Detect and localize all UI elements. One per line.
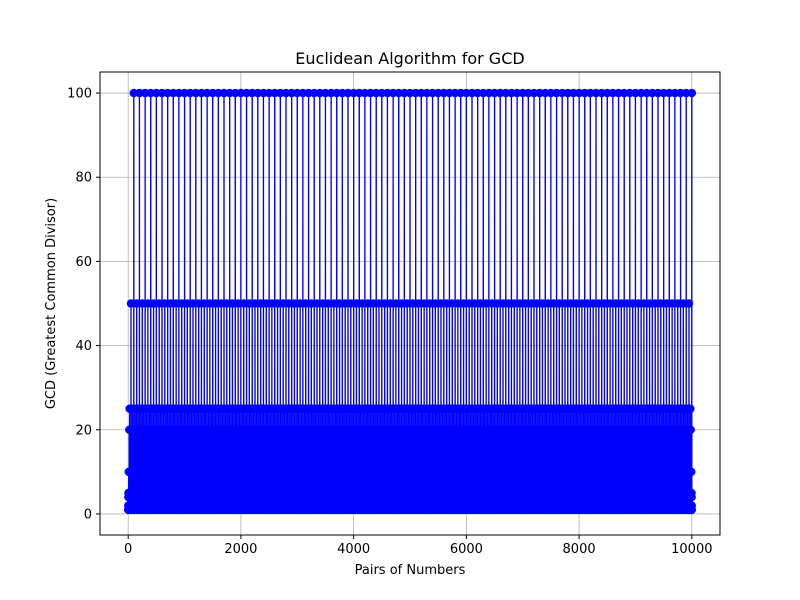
data-layer	[123, 88, 697, 514]
ticks: 0 2000 4000 6000 8000 10000 0 20 40 60 80 100	[67, 87, 712, 557]
chart-title: Euclidean Algorithm for GCD	[295, 49, 524, 68]
x-tick-label: 0	[124, 542, 132, 557]
x-tick-label: 4000	[337, 542, 370, 557]
y-tick-label: 20	[75, 423, 92, 438]
x-tick-label: 2000	[224, 542, 257, 557]
y-axis-label: GCD (Greatest Common Divisor)	[44, 198, 59, 409]
x-tick-label: 8000	[563, 542, 596, 557]
x-tick-label: 6000	[450, 542, 483, 557]
y-tick-label: 100	[67, 87, 92, 102]
x-tick-label: 10000	[671, 542, 712, 557]
y-tick-label: 60	[75, 255, 92, 270]
y-tick-label: 40	[75, 339, 92, 354]
x-axis-label: Pairs of Numbers	[355, 563, 466, 578]
plot-frame	[99, 71, 721, 536]
series-markers	[123, 88, 697, 514]
y-tick-label: 80	[75, 171, 92, 186]
y-tick-label: 0	[84, 507, 92, 522]
